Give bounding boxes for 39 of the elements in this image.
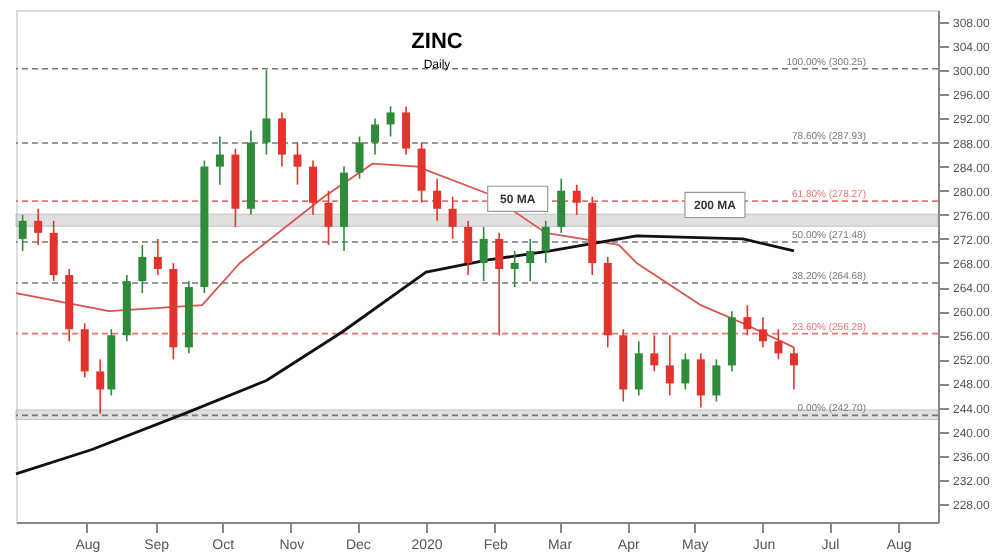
candlestick [557, 177, 566, 234]
candlestick [386, 105, 395, 138]
candlestick [18, 214, 27, 252]
candlestick [495, 232, 504, 337]
candlestick [80, 322, 89, 379]
candlestick [464, 220, 473, 276]
candlestick [758, 316, 767, 349]
candlestick [49, 220, 58, 282]
candlestick [712, 358, 721, 403]
candlestick [355, 135, 364, 180]
candlestick [433, 177, 442, 222]
candlestick [774, 328, 783, 361]
candlestick [479, 226, 488, 282]
candlestick [541, 220, 550, 264]
candlestick [277, 111, 286, 168]
candlestick [448, 195, 457, 240]
candlestick [696, 352, 705, 409]
candlestick [34, 207, 43, 246]
candlestick [153, 238, 162, 276]
candlestick [293, 141, 302, 186]
candlestick [96, 358, 105, 415]
candlestick [402, 105, 411, 156]
candlestick [526, 238, 535, 282]
candlestick [681, 352, 690, 391]
text: ZINC [411, 30, 463, 54]
candlestick [789, 346, 798, 391]
candlestick [138, 244, 147, 294]
candlestick [215, 135, 224, 186]
candlestick [743, 304, 752, 337]
candlestick [417, 141, 426, 204]
candlestick [510, 250, 519, 288]
candlestick [324, 189, 333, 246]
candlestick [665, 334, 674, 397]
candlestick [262, 69, 271, 156]
candlestick [650, 334, 659, 373]
candlestick [634, 340, 643, 397]
candlestick [572, 183, 581, 216]
candlestick [371, 117, 380, 156]
candlestick [308, 159, 317, 216]
